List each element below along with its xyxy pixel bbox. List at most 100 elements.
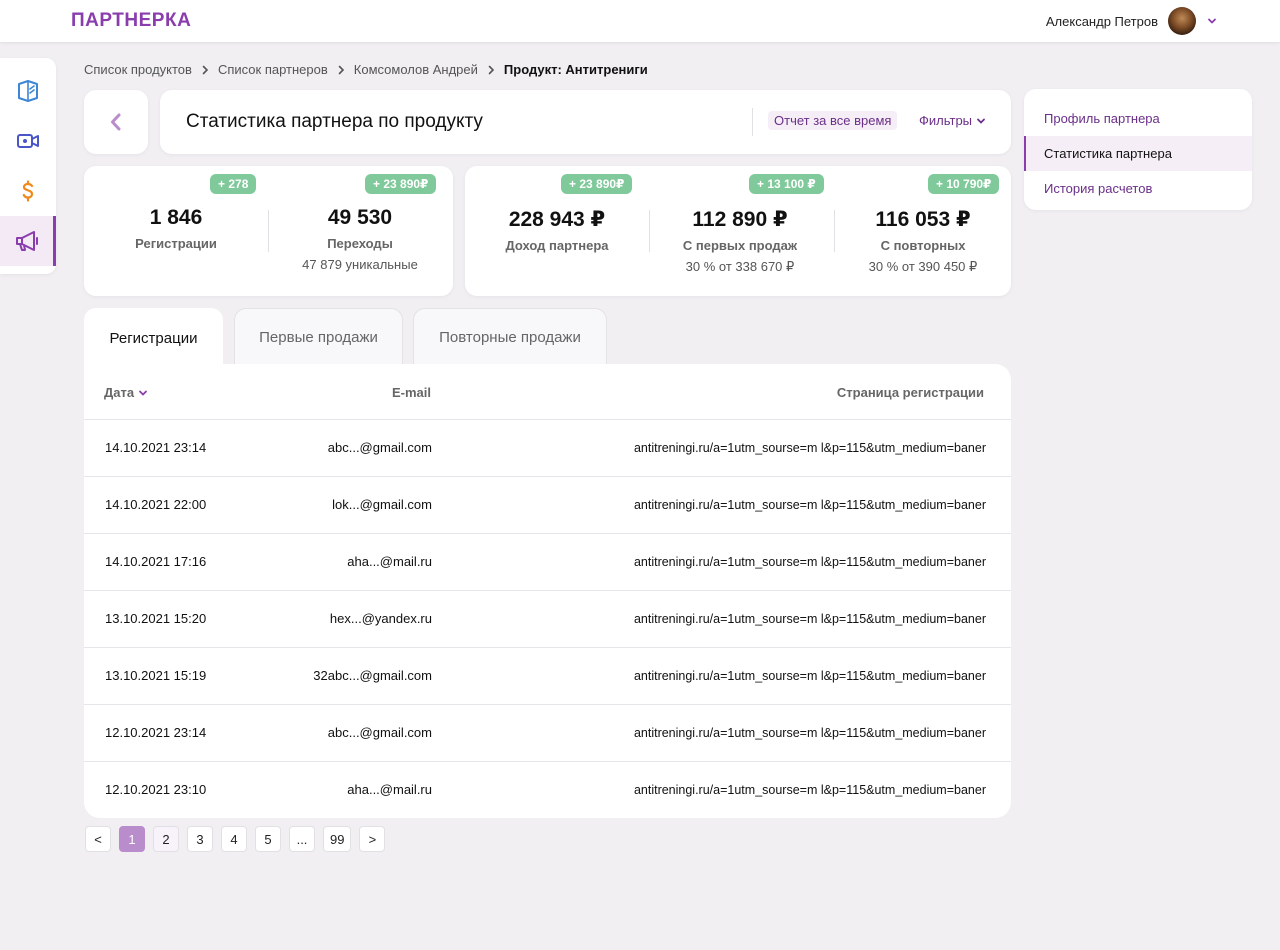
page-button-3[interactable]: 3 — [187, 826, 213, 852]
clicks-label: Переходы — [327, 236, 393, 251]
table-row: 14.10.2021 17:16 aha...@mail.ru antitren… — [84, 534, 1011, 591]
back-button[interactable] — [84, 90, 148, 154]
cell-email: hex...@yandex.ru — [329, 611, 432, 626]
breadcrumb-partners[interactable]: Список партнеров — [217, 62, 328, 77]
cell-page: antitreningi.ru/a=1utm_sourse=m l&p=115&… — [633, 669, 986, 683]
sort-down-icon — [139, 390, 147, 396]
page-header: Статистика партнера по продукту Отчет за… — [160, 90, 1011, 154]
chevron-down-icon[interactable] — [1206, 15, 1218, 27]
registrations-table: Дата E-mail Страница регистрации 14.10.2… — [84, 364, 1011, 818]
prev-page-button[interactable]: < — [85, 826, 111, 852]
page-button-4[interactable]: 4 — [221, 826, 247, 852]
pagination: < 1 2 3 4 5 ... 99 > — [85, 826, 386, 852]
income-badge: + 23 890₽ — [561, 174, 633, 194]
table-row: 12.10.2021 23:14 abc...@gmail.com antitr… — [84, 705, 1011, 762]
cell-email: aha...@mail.ru — [347, 782, 432, 797]
table-row: 13.10.2021 15:20 hex...@yandex.ru antitr… — [84, 591, 1011, 648]
registrations-value: 1 846 — [149, 206, 203, 229]
breadcrumb: Список продуктов Список партнеров Комсом… — [84, 62, 648, 77]
tab-repeat-sales[interactable]: Повторные продажи — [413, 308, 607, 365]
stats-card-income: + 23 890₽ + 13 100 ₽ + 10 790₽ 228 943 ₽… — [465, 166, 1011, 296]
filters-label: Фильтры — [919, 113, 973, 128]
cell-date: 13.10.2021 15:20 — [105, 611, 207, 626]
nav-partner-profile[interactable]: Профиль партнера — [1044, 111, 1160, 126]
chevron-down-icon — [977, 118, 985, 124]
cell-date: 14.10.2021 22:00 — [105, 497, 207, 512]
income-value: 228 943 ₽ — [508, 208, 606, 231]
table-row: 12.10.2021 23:10 aha...@mail.ru antitren… — [84, 762, 1011, 818]
cell-page: antitreningi.ru/a=1utm_sourse=m l&p=115&… — [633, 783, 986, 797]
chevron-right-icon — [202, 65, 209, 74]
cell-date: 14.10.2021 23:14 — [105, 440, 207, 455]
breadcrumb-current: Продукт: Антитрениги — [503, 62, 648, 77]
registrations-label: Регистрации — [135, 236, 217, 251]
divider — [834, 210, 835, 252]
column-date[interactable]: Дата — [104, 385, 148, 400]
cell-email: 32abc...@gmail.com — [313, 668, 432, 683]
cell-page: antitreningi.ru/a=1utm_sourse=m l&p=115&… — [633, 498, 986, 512]
first-sales-sub: 30 % от 338 670 ₽ — [685, 259, 795, 274]
user-menu[interactable]: Александр Петров — [1046, 7, 1218, 35]
cell-date: 14.10.2021 17:16 — [105, 554, 207, 569]
cell-page: antitreningi.ru/a=1utm_sourse=m l&p=115&… — [633, 612, 986, 626]
cell-page: antitreningi.ru/a=1utm_sourse=m l&p=115&… — [633, 555, 986, 569]
repeat-sales-badge: + 10 790₽ — [928, 174, 1000, 194]
first-sales-stat: 112 890 ₽ С первых продаж 30 % от 338 67… — [661, 207, 819, 275]
dollar-icon — [22, 180, 34, 202]
partner-nav: Профиль партнера Статистика партнера Ист… — [1024, 89, 1252, 210]
breadcrumb-products[interactable]: Список продуктов — [84, 62, 192, 77]
rail-item-webinars[interactable] — [0, 116, 56, 166]
rail-item-courses[interactable] — [0, 66, 56, 116]
first-sales-value: 112 890 ₽ — [692, 208, 788, 231]
video-camera-icon — [17, 134, 39, 148]
page-button-1[interactable]: 1 — [119, 826, 145, 852]
nav-partner-stats[interactable]: Статистика партнера — [1024, 136, 1252, 171]
rail-item-finance[interactable] — [0, 166, 56, 216]
chevron-left-icon — [111, 113, 121, 131]
megaphone-icon — [15, 231, 38, 251]
column-date-label: Дата — [104, 385, 135, 400]
cell-date: 12.10.2021 23:10 — [105, 782, 207, 797]
page-ellipsis: ... — [289, 826, 315, 852]
logo[interactable]: ПАРТНЕРКА — [71, 10, 192, 31]
breadcrumb-partner[interactable]: Комсомолов Андрей — [353, 62, 478, 77]
clicks-unique: 47 879 уникальные — [302, 257, 418, 272]
repeat-sales-label: С повторных — [880, 238, 966, 253]
repeat-sales-stat: 116 053 ₽ С повторных 30 % от 390 450 ₽ — [845, 207, 1001, 275]
table-row: 13.10.2021 15:19 32abc...@gmail.com anti… — [84, 648, 1011, 705]
divider — [752, 108, 753, 136]
divider — [268, 210, 269, 252]
avatar[interactable] — [1168, 7, 1196, 35]
table-header: Дата E-mail Страница регистрации — [84, 364, 1011, 420]
repeat-sales-value: 116 053 ₽ — [875, 208, 971, 231]
cell-email: abc...@gmail.com — [327, 725, 432, 740]
income-stat: 228 943 ₽ Доход партнера — [485, 207, 629, 253]
column-email: E-mail — [391, 385, 431, 400]
rail-item-partners[interactable] — [0, 216, 56, 266]
cell-email: aha...@mail.ru — [347, 554, 432, 569]
income-label: Доход партнера — [505, 238, 609, 253]
nav-payment-history[interactable]: История расчетов — [1044, 181, 1153, 196]
table-row: 14.10.2021 23:14 abc...@gmail.com antitr… — [84, 420, 1011, 477]
page-title: Статистика партнера по продукту — [186, 111, 483, 132]
tab-registrations[interactable]: Регистрации — [84, 308, 223, 368]
repeat-sales-sub: 30 % от 390 450 ₽ — [868, 259, 978, 274]
user-name[interactable]: Александр Петров — [1045, 13, 1158, 29]
tab-first-sales[interactable]: Первые продажи — [234, 308, 403, 365]
clicks-value: 49 530 — [327, 206, 393, 229]
registrations-badge: + 278 — [210, 174, 257, 194]
column-page: Страница регистрации — [836, 385, 984, 400]
book-icon — [18, 80, 38, 102]
side-rail — [0, 58, 56, 274]
page-button-5[interactable]: 5 — [255, 826, 281, 852]
filters-dropdown[interactable]: Фильтры — [919, 113, 986, 128]
page-button-2[interactable]: 2 — [153, 826, 179, 852]
table-row: 14.10.2021 22:00 lok...@gmail.com antitr… — [84, 477, 1011, 534]
cell-email: lok...@gmail.com — [332, 497, 432, 512]
page-button-99[interactable]: 99 — [323, 826, 352, 852]
stats-card-traffic: + 278 + 23 890₽ 1 846 Регистрации 49 530… — [84, 166, 453, 296]
report-period-chip[interactable]: Отчет за все время — [768, 111, 898, 130]
clicks-stat: 49 530 Переходы 47 879 уникальные — [280, 206, 440, 272]
cell-page: antitreningi.ru/a=1utm_sourse=m l&p=115&… — [633, 726, 986, 740]
next-page-button[interactable]: > — [359, 826, 386, 852]
